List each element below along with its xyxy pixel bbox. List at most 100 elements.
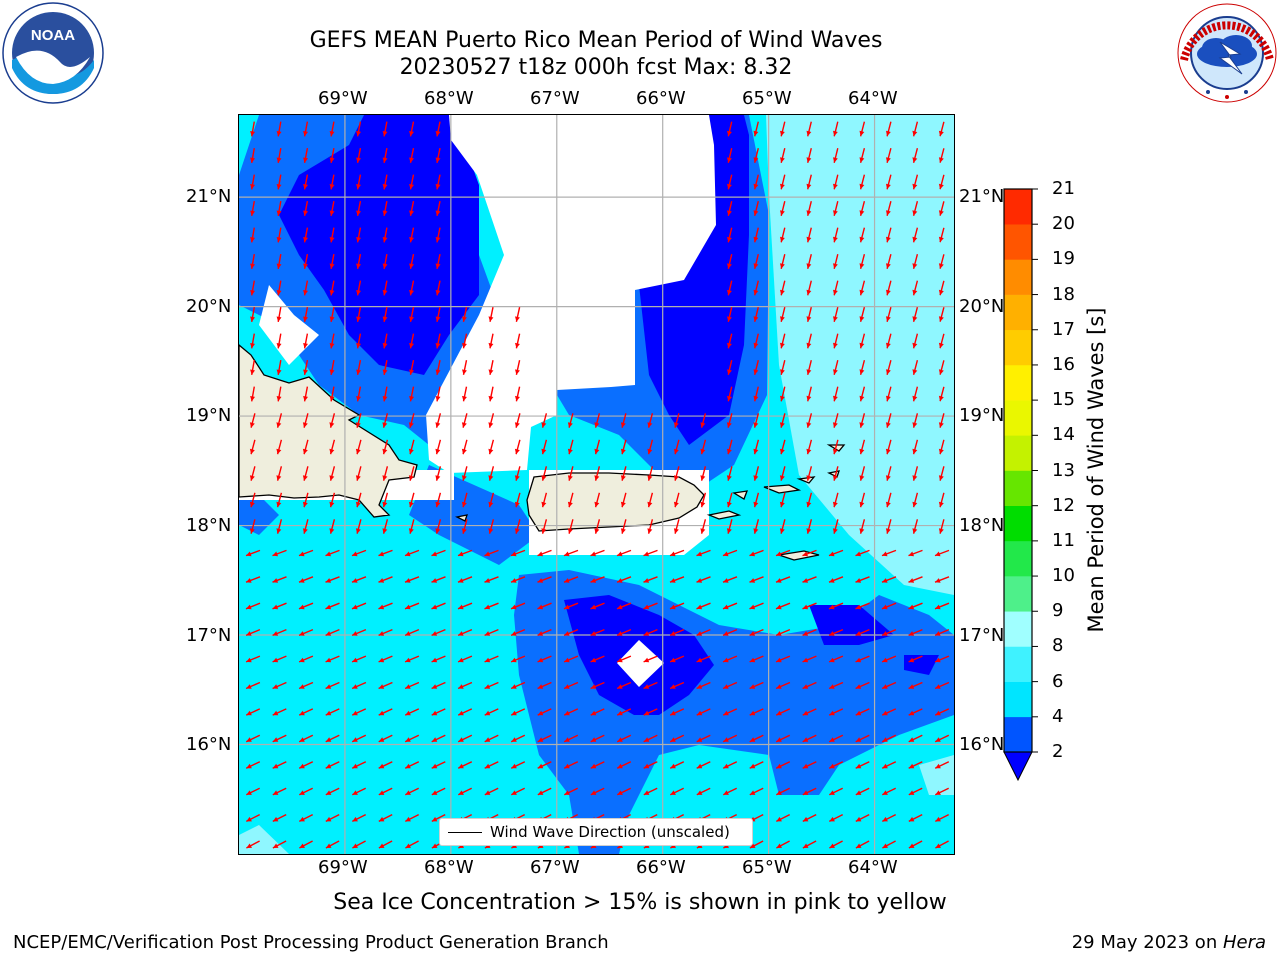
footer-date: 29 May 2023 on Hera [1072,932,1266,953]
legend-label: Wind Wave Direction (unscaled) [490,823,730,841]
wave-direction-arrowhead [749,631,756,636]
wave-direction-arrowhead [776,604,782,610]
wave-direction-arrowhead [912,475,918,481]
wave-direction-arrowhead [302,528,308,534]
wave-direction-arrowhead [802,578,809,583]
wave-direction-arrowhead [829,631,835,636]
wave-direction-arrowhead [272,843,279,848]
wave-direction-arrowhead [833,157,838,163]
wave-direction-arrowhead [886,236,891,243]
wave-direction-arrowhead [780,316,785,322]
wave-direction-arrowhead [806,342,812,349]
wave-direction-arrowhead [299,843,305,848]
wave-direction-arrowhead [647,475,653,481]
wave-direction-arrowhead [882,604,888,610]
wave-direction-arrowhead [352,790,358,795]
wave-direction-arrowhead [938,528,944,534]
wave-direction-arrowhead [882,737,888,742]
wave-direction-arrowhead [431,737,438,742]
wave-direction-arrowhead [567,475,573,481]
wave-direction-arrowhead [590,578,597,583]
wave-direction-arrowhead [458,684,464,689]
wave-direction-arrowhead [276,157,282,163]
wave-direction-arrowhead [488,422,494,428]
wave-direction-arrowhead [859,501,865,508]
wave-direction-arrowhead [912,236,918,243]
colorbar-segment [1004,681,1032,718]
wave-direction-arrowhead [329,422,335,428]
wave-direction-arrowhead [484,578,491,583]
wave-direction-arrowhead [670,710,676,716]
map-border [238,114,955,855]
wave-direction-arrowhead [832,501,838,508]
wave-direction-arrowhead [749,790,756,795]
wave-direction-arrowhead [382,131,388,137]
wave-direction-arrowhead [776,684,782,689]
wave-direction-arrowhead [829,684,835,689]
y-tick-left-21n: 21°N [186,186,232,207]
footer-date-text: 29 May 2023 on [1071,932,1223,953]
wave-direction-arrowhead [855,684,862,689]
wave-direction-arrowhead [935,843,941,848]
wave-direction-arrowhead [408,448,414,455]
y-tick-left-18n: 18°N [186,515,232,536]
colorbar-segment [1004,364,1032,401]
wave-direction-arrowhead [696,657,703,663]
wave-direction-arrowhead [753,422,759,428]
wave-direction-arrowhead [780,342,785,349]
wave-direction-arrowhead [435,396,441,402]
wave-direction-arrowhead [382,263,388,269]
wave-direction-arrowhead [647,501,653,508]
wave-direction-arrowhead [885,422,891,428]
wave-direction-arrowhead [780,157,785,163]
wave-direction-arrowhead [272,604,279,610]
wave-direction-arrowhead [355,448,361,455]
wave-direction-arrowhead [458,631,464,636]
wave-direction-arrowhead [246,657,252,663]
wave-direction-arrowhead [246,816,252,822]
wave-direction-arrowhead [564,684,570,689]
wave-direction-arrowhead [299,551,305,557]
wave-direction-arrowhead [727,369,732,375]
wave-direction-arrowhead [303,237,308,243]
wave-direction-arrowhead [806,369,812,375]
wave-direction-arrowhead [882,843,888,848]
wave-direction-arrowhead [938,501,944,508]
wave-direction-arrowhead [780,236,785,243]
wave-direction-arrowhead [435,263,441,269]
wave-direction-arrowhead [859,236,865,243]
wave-direction-arrowhead [511,604,517,610]
map-panel [239,115,954,854]
wave-direction-arrowhead [299,710,305,716]
wave-direction-arrowhead [299,578,305,583]
wave-direction-arrowhead [753,289,759,296]
wave-direction-arrowhead [833,263,838,269]
wave-direction-arrowhead [325,710,332,716]
wave-direction-arrowhead [409,157,414,163]
wave-direction-arrowhead [617,551,623,557]
colorbar-tick-label: 16 [1052,353,1075,375]
wave-direction-arrowhead [567,528,573,534]
wave-direction-arrowhead [409,290,414,296]
wave-direction-arrowhead [356,369,361,375]
wave-direction-arrowhead [753,528,759,534]
wave-direction-arrowhead [617,604,623,610]
wave-direction-arrowhead [938,263,944,269]
wave-direction-arrowhead [356,290,361,296]
wave-direction-arrowhead [511,657,517,663]
wave-direction-arrowhead [488,316,494,322]
wave-direction-arrowhead [408,422,414,428]
wave-direction-arrowhead [726,422,732,428]
wave-direction-arrowhead [886,130,891,137]
wave-direction-arrowhead [325,763,332,769]
wave-direction-arrowhead [590,604,597,610]
wave-direction-arrowhead [832,528,838,534]
wave-direction-arrowhead [700,475,706,481]
wave-direction-arrowhead [488,528,494,534]
wave-direction-arrowhead [329,316,335,322]
y-tick-right-18n: 18°N [959,515,1005,536]
wave-direction-arrowhead [723,604,729,610]
wave-direction-arrowhead [935,737,941,742]
wave-direction-arrowhead [886,210,891,216]
wave-direction-arrowhead [726,528,732,534]
